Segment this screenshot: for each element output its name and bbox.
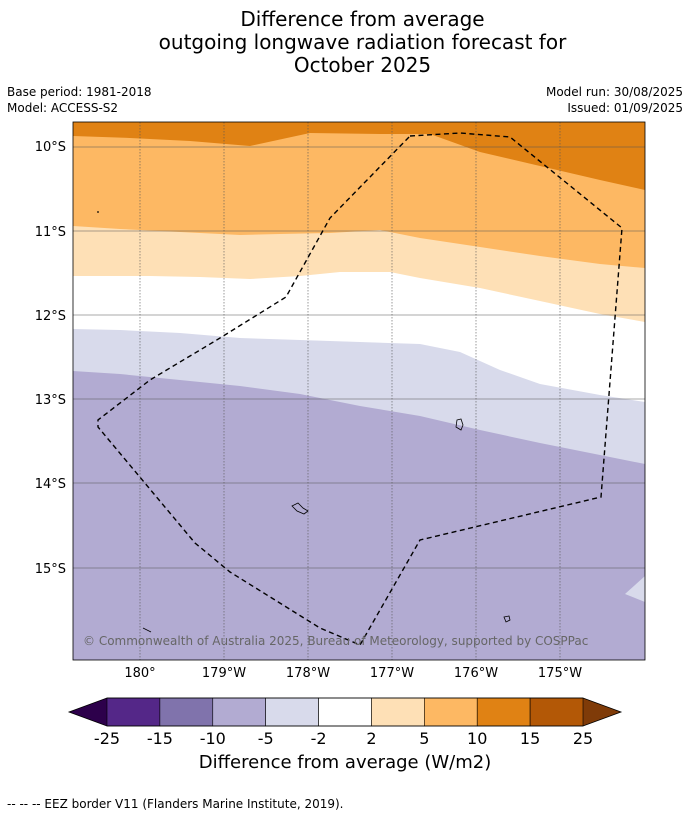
colorbar-tick-label: -15 — [147, 729, 173, 748]
chart-title: Difference from average outgoing longwav… — [0, 8, 690, 77]
colorbar-tick-label: -2 — [311, 729, 327, 748]
base-period: Base period: 1981-2018 — [7, 85, 152, 99]
island-outline — [291, 502, 309, 515]
lon-label: 180° — [124, 666, 155, 681]
eez-legend-note: -- -- -- EEZ border V11 (Flanders Marine… — [7, 797, 344, 811]
title-line-2: outgoing longwave radiation forecast for — [158, 30, 567, 54]
island-outline — [455, 418, 464, 431]
colorbar-tick-label: -10 — [200, 729, 226, 748]
colorbar-cell — [212, 697, 266, 727]
colorbar-tick-label: 15 — [520, 729, 540, 748]
colorbar-cell — [371, 697, 425, 727]
lat-label: 13°S — [35, 393, 66, 408]
colorbar-over-arrow — [583, 698, 621, 726]
lon-label: 177°W — [370, 666, 414, 681]
colorbar-tick-label: 2 — [366, 729, 376, 748]
colorbar-cell — [476, 697, 531, 727]
lat-label: 14°S — [35, 477, 66, 492]
eez-border — [97, 132, 623, 646]
lat-labels: 10°S 11°S 12°S 13°S 14°S 15°S — [35, 140, 66, 577]
lon-label: 176°W — [454, 666, 498, 681]
band-bottom-edge — [625, 576, 645, 602]
lon-label: 178°W — [286, 666, 330, 681]
map-frame — [72, 121, 646, 661]
title-line-1: Difference from average — [240, 7, 485, 31]
lon-labels: 180° 179°W 178°W 177°W 176°W 175°W — [124, 666, 582, 681]
band-5-10 — [73, 122, 645, 268]
title-line-3: October 2025 — [293, 53, 432, 77]
colorbar-cell — [424, 697, 478, 727]
lon-label: 175°W — [538, 666, 582, 681]
lat-label: 11°S — [35, 225, 66, 240]
colorbar-cell — [529, 697, 584, 727]
lat-label: 12°S — [35, 309, 66, 324]
band-10-15 — [73, 122, 645, 190]
model-name: Model: ACCESS-S2 — [7, 101, 119, 115]
colorbar-tick-label: 10 — [467, 729, 487, 748]
colorbar-tick-label: -25 — [94, 729, 120, 748]
colorbar-cell — [318, 697, 372, 727]
colorbar: -25 -15 -10 -5 -2 2 5 10 15 25 — [67, 697, 623, 748]
colorbar-cell — [265, 697, 319, 727]
colorbar-cell — [106, 697, 161, 727]
island-outline — [503, 615, 511, 623]
copyright-notice: © Commonwealth of Australia 2025, Bureau… — [83, 634, 588, 648]
gridlines — [73, 122, 645, 660]
lat-label: 10°S — [35, 140, 66, 155]
island-outline — [142, 627, 152, 633]
forecast-field — [73, 122, 645, 660]
colorbar-cell — [159, 697, 214, 727]
meta-left: Base period: 1981-2018 Model: ACCESS-S2 — [7, 84, 152, 116]
issued-date: Issued: 01/09/2025 — [567, 101, 683, 115]
meta-right: Model run: 30/08/2025 Issued: 01/09/2025 — [546, 84, 683, 116]
colorbar-tick-label: -5 — [258, 729, 274, 748]
lon-label: 179°W — [202, 666, 246, 681]
lat-label: 15°S — [35, 562, 66, 577]
colorbar-under-arrow — [69, 698, 107, 726]
colorbar-tick-label: 25 — [573, 729, 593, 748]
colorbar-label: Difference from average (W/m2) — [198, 752, 492, 773]
colorbar-tick-label: 5 — [419, 729, 429, 748]
island-dot — [97, 211, 99, 213]
model-run: Model run: 30/08/2025 — [545, 85, 683, 99]
